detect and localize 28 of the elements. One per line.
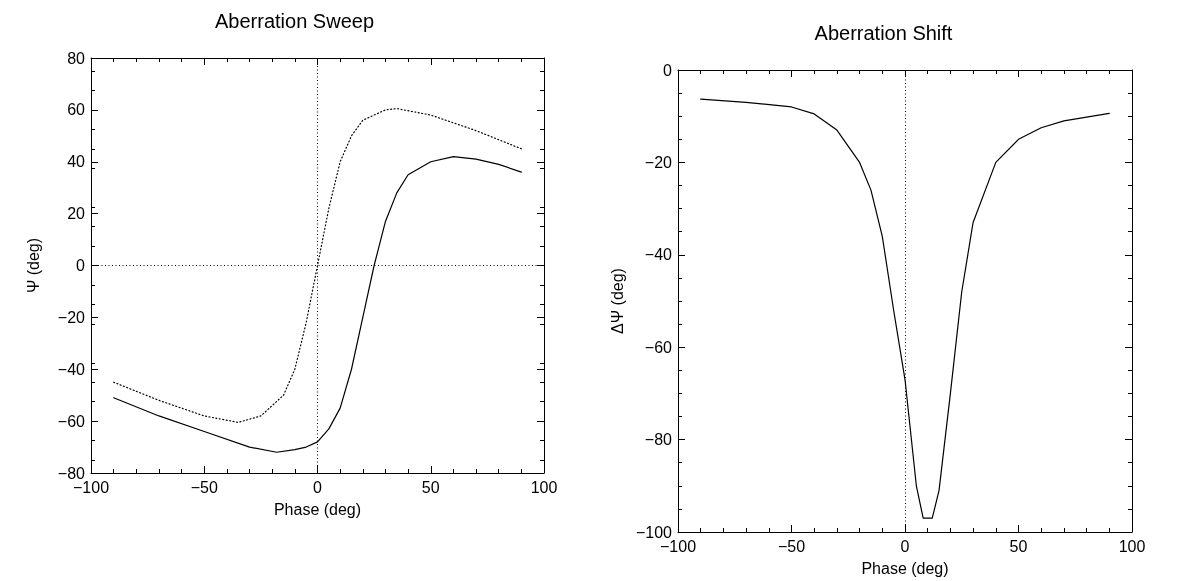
x-tick-label: 0 (900, 537, 910, 555)
y-tick-label: −80 (57, 464, 86, 482)
y-tick-label: −20 (644, 153, 673, 171)
y-tick-label: −80 (644, 431, 673, 449)
y-tick-label: 80 (67, 49, 86, 67)
y-tick-label: 40 (67, 153, 86, 171)
x-tick-label: −50 (190, 478, 218, 496)
x-tick-label: 50 (1009, 537, 1028, 555)
y-tick-label: −60 (57, 412, 86, 430)
y-tick-label: −40 (644, 246, 673, 264)
y-tick-label: 0 (76, 257, 86, 274)
y-tick-label: −60 (644, 338, 673, 356)
y-tick-label: 60 (67, 101, 86, 119)
y-axis-title: Ψ (deg) (24, 237, 42, 294)
x-axis-title: Phase (deg) (861, 559, 949, 577)
x-tick-label: 0 (313, 478, 323, 496)
x-axis-title: Phase (deg) (273, 500, 362, 518)
y-axis-title: ΔΨ (deg) (608, 268, 626, 334)
y-tick-label: 0 (663, 61, 673, 79)
y-tick-label: −40 (57, 360, 86, 378)
chart-title: Aberration Shift (814, 22, 953, 44)
y-tick-label: −20 (57, 308, 86, 326)
x-tick-label: 100 (1118, 537, 1146, 555)
chart-title: Aberration Sweep (215, 10, 374, 32)
y-tick-label: 20 (67, 205, 86, 223)
x-tick-label: 50 (421, 478, 440, 496)
x-tick-label: −50 (777, 537, 806, 555)
x-tick-label: 100 (530, 478, 558, 496)
